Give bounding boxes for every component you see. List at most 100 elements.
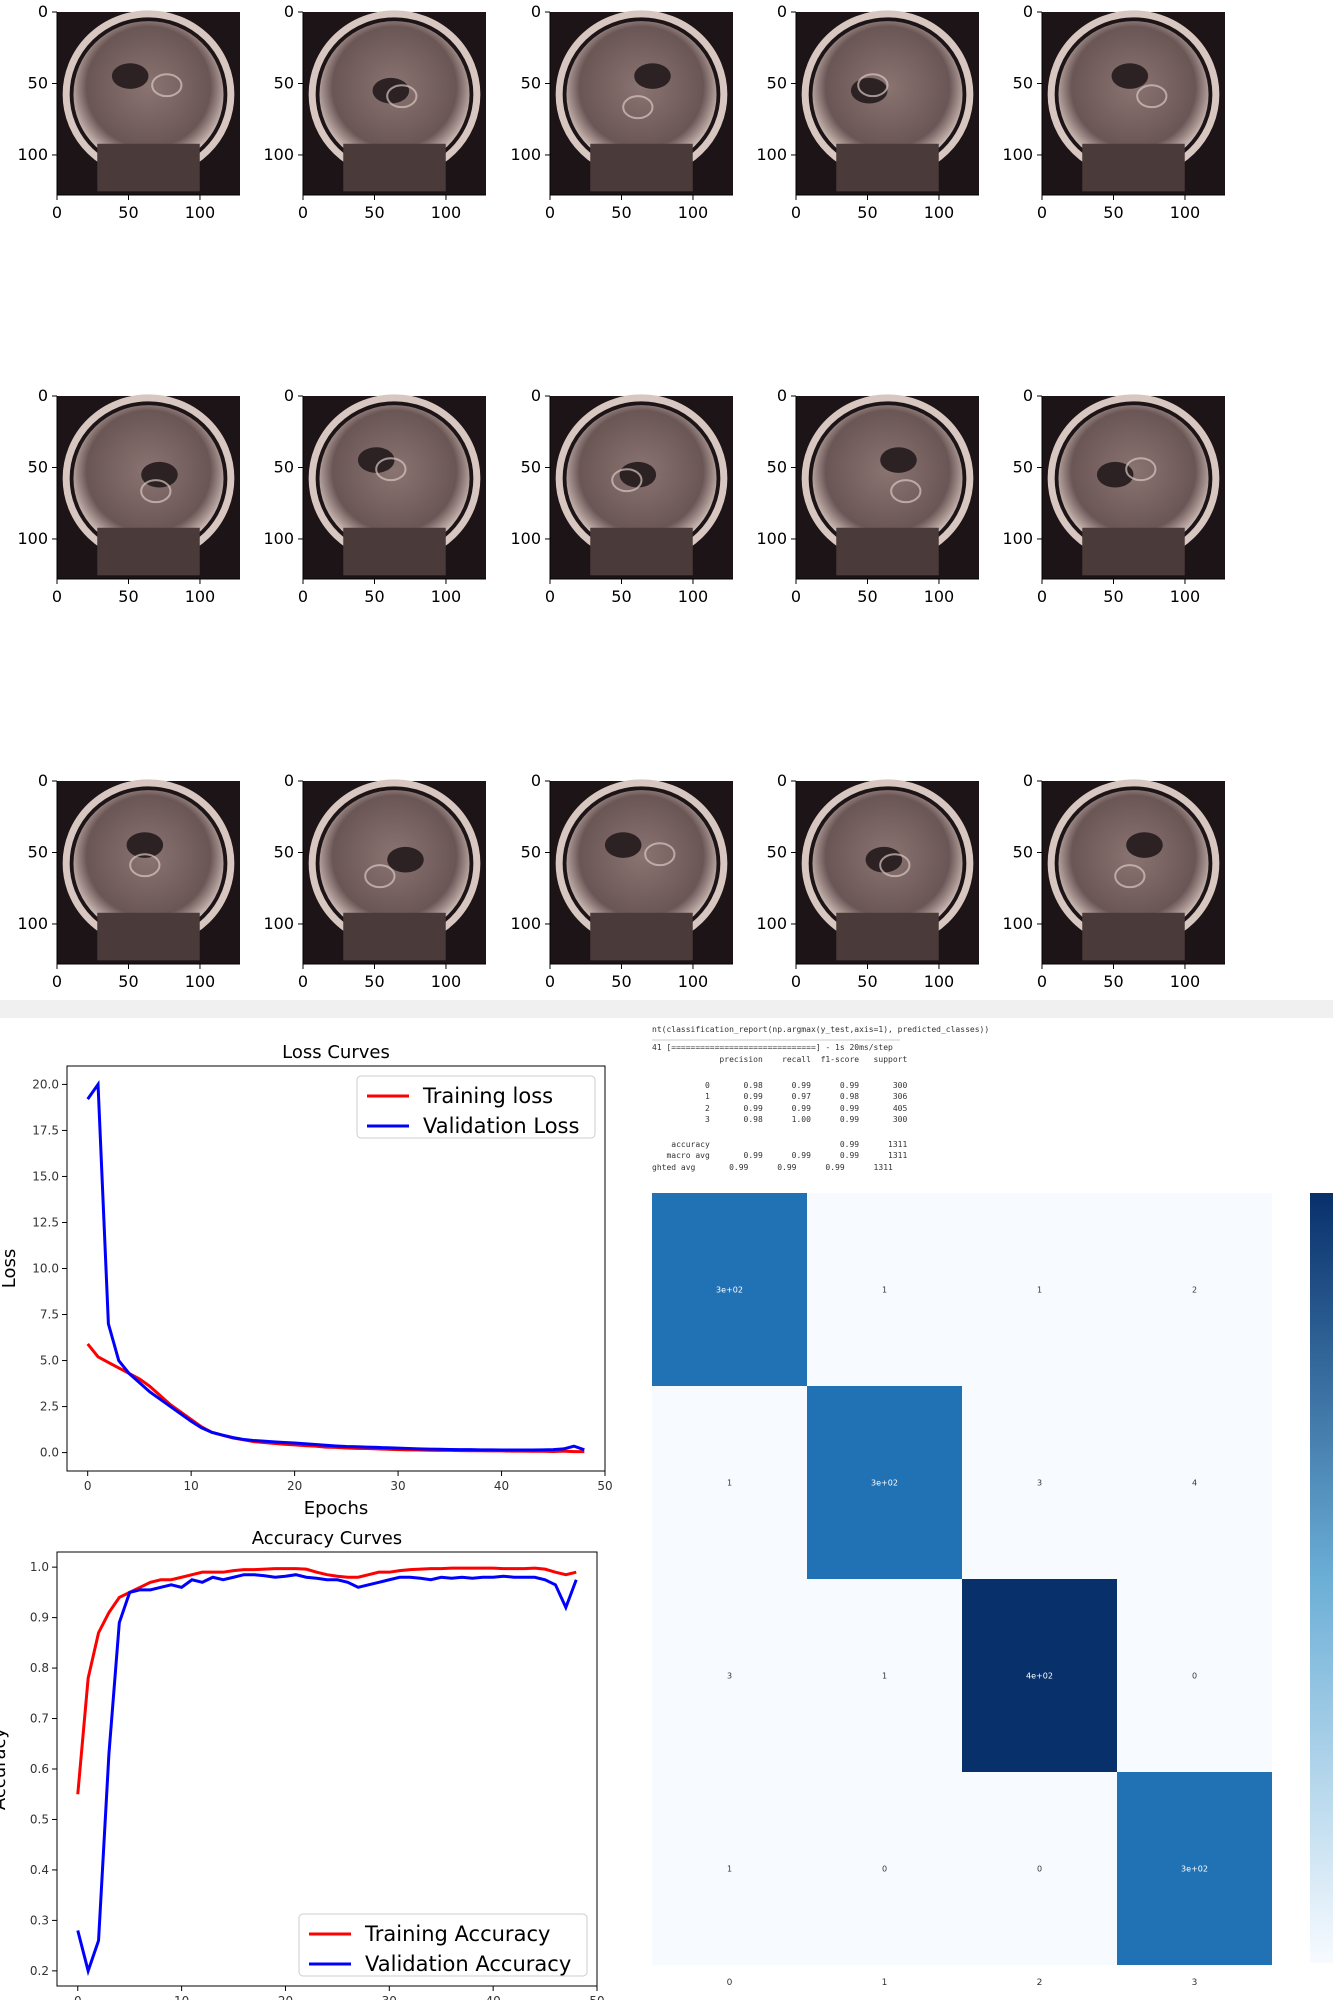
skull-base bbox=[836, 527, 939, 576]
skull-base bbox=[343, 912, 446, 961]
brain-tissue bbox=[73, 790, 224, 937]
y-tick-label: 0.6 bbox=[30, 1762, 49, 1776]
brain-tissue bbox=[812, 21, 963, 168]
legend-box bbox=[298, 1913, 588, 1977]
y-tick-label: 50 bbox=[1013, 73, 1033, 92]
x-tick-label: 0 bbox=[298, 972, 308, 991]
x-tick-label: 100 bbox=[924, 203, 955, 222]
heatmap-cell bbox=[652, 1579, 807, 1772]
heatmap-cell-label: 3e+02 bbox=[871, 1479, 898, 1488]
skull-base bbox=[590, 143, 693, 192]
y-tick-label: 50 bbox=[274, 457, 294, 476]
heatmap-cell-label: 0 bbox=[882, 1865, 887, 1874]
mri-image-panel: 0 50 100 0 50 100 bbox=[756, 386, 979, 606]
legend-entry: Training Accuracy bbox=[364, 1922, 550, 1946]
heatmap-x-tick-label: 0 bbox=[727, 1978, 733, 1988]
heatmap-cell-label: 3e+02 bbox=[1181, 1865, 1208, 1874]
mri-image-panel: 0 50 100 0 50 100 bbox=[756, 2, 979, 222]
y-tick-label: 0 bbox=[531, 771, 541, 790]
x-tick-label: 0 bbox=[791, 587, 801, 606]
y-tick-label: 7.5 bbox=[40, 1308, 59, 1322]
legend-entry: Validation Accuracy bbox=[365, 1952, 571, 1976]
y-tick-label: 0 bbox=[1023, 386, 1033, 405]
y-tick-label: 50 bbox=[274, 73, 294, 92]
x-tick-label: 0 bbox=[1037, 587, 1047, 606]
lesion bbox=[364, 864, 396, 889]
y-tick-label: 1.0 bbox=[30, 1560, 49, 1574]
heatmap-cell bbox=[807, 1193, 962, 1386]
report-row-3: 3 0.98 1.00 0.99 300 bbox=[652, 1115, 908, 1124]
ventricle bbox=[387, 846, 424, 873]
x-tick-label: 100 bbox=[678, 203, 709, 222]
x-tick-label: 0 bbox=[545, 203, 555, 222]
lesion bbox=[375, 457, 407, 482]
y-tick-label: 100 bbox=[756, 529, 787, 548]
x-tick-label: 100 bbox=[185, 203, 216, 222]
x-tick-label: 50 bbox=[597, 1479, 612, 1493]
legend-entry: Training loss bbox=[422, 1084, 553, 1108]
y-tick-label: 50 bbox=[767, 73, 787, 92]
y-tick-label: 0.8 bbox=[30, 1661, 49, 1675]
mri-image-panel: 0 50 100 0 50 100 bbox=[510, 2, 733, 222]
skull-base bbox=[836, 912, 939, 961]
x-tick-label: 10 bbox=[174, 1994, 189, 2000]
heatmap-cell-label: 0 bbox=[1192, 1672, 1197, 1681]
skull-base bbox=[590, 527, 693, 576]
y-tick-label: 17.5 bbox=[32, 1123, 59, 1137]
y-tick-label: 15.0 bbox=[32, 1169, 59, 1183]
heatmap-cell bbox=[962, 1772, 1117, 1965]
y-tick-label: 100 bbox=[17, 529, 48, 548]
mri-image-panel: 0 50 100 0 50 100 bbox=[1002, 771, 1225, 991]
ventricle bbox=[850, 77, 888, 104]
x-tick-label: 100 bbox=[678, 972, 709, 991]
x-tick-label: 50 bbox=[118, 587, 138, 606]
heatmap-cell bbox=[1117, 1579, 1272, 1772]
series-line-1 bbox=[76, 1573, 578, 1977]
x-tick-label: 0 bbox=[298, 203, 308, 222]
y-tick-label: 0.9 bbox=[30, 1611, 49, 1625]
heatmap-cell bbox=[962, 1579, 1117, 1772]
y-tick-label: 100 bbox=[1002, 914, 1033, 933]
y-tick-label: 10.0 bbox=[32, 1262, 59, 1276]
mri-image-panel: 0 50 100 0 50 100 bbox=[263, 2, 486, 222]
x-tick-label: 50 bbox=[118, 972, 138, 991]
x-tick-label: 50 bbox=[857, 203, 877, 222]
x-tick-label: 100 bbox=[1170, 972, 1201, 991]
x-tick-label: 0 bbox=[52, 203, 62, 222]
heatmap-x-tick-label: 3 bbox=[1192, 1978, 1198, 1988]
y-tick-label: 50 bbox=[1013, 457, 1033, 476]
y-tick-label: 100 bbox=[263, 145, 294, 164]
heatmap-cell bbox=[652, 1193, 807, 1386]
y-tick-label: 0 bbox=[1023, 2, 1033, 21]
x-tick-label: 50 bbox=[364, 972, 384, 991]
y-tick-label: 100 bbox=[756, 145, 787, 164]
x-tick-label: 100 bbox=[924, 972, 955, 991]
lesion bbox=[857, 73, 889, 98]
code-line: nt(classification_report(np.argmax(y_tes… bbox=[652, 1025, 990, 1034]
lesion bbox=[879, 853, 911, 878]
confusion-matrix: 3e+02 1 1 2 1 3e+02 3 4 3 1 4e+02 0 1 0 0 3e+02 0 1 2 3 bbox=[652, 1193, 1333, 1988]
x-tick-label: 50 bbox=[118, 203, 138, 222]
ventricle bbox=[1126, 832, 1163, 858]
x-tick-label: 100 bbox=[185, 587, 216, 606]
x-tick-label: 0 bbox=[545, 587, 555, 606]
skull-base bbox=[97, 143, 200, 192]
y-tick-label: 0 bbox=[284, 771, 294, 790]
y-tick-label: 0.2 bbox=[30, 1964, 49, 1978]
ventricle bbox=[634, 63, 671, 89]
skull-base bbox=[97, 527, 200, 576]
skull-base bbox=[1082, 912, 1185, 961]
heatmap-cell bbox=[962, 1193, 1117, 1386]
series-line-0 bbox=[76, 1566, 577, 1795]
legend-box bbox=[356, 1075, 596, 1139]
lesion bbox=[644, 842, 676, 867]
mri-image-panel: 0 50 100 0 50 100 bbox=[17, 771, 240, 991]
x-tick-label: 50 bbox=[364, 587, 384, 606]
chart-title: Accuracy Curves bbox=[252, 1528, 402, 1549]
x-tick-label: 0 bbox=[1037, 203, 1047, 222]
heatmap-cell-label: 0 bbox=[1037, 1865, 1042, 1874]
mri-image-panel: 0 50 100 0 50 100 bbox=[510, 386, 733, 606]
heatmap-cell-label: 1 bbox=[882, 1672, 887, 1681]
report-summary-macro: macro avg 0.99 0.99 0.99 1311 bbox=[652, 1151, 908, 1160]
mri-image-panel: 0 50 100 0 50 100 bbox=[1002, 2, 1225, 222]
